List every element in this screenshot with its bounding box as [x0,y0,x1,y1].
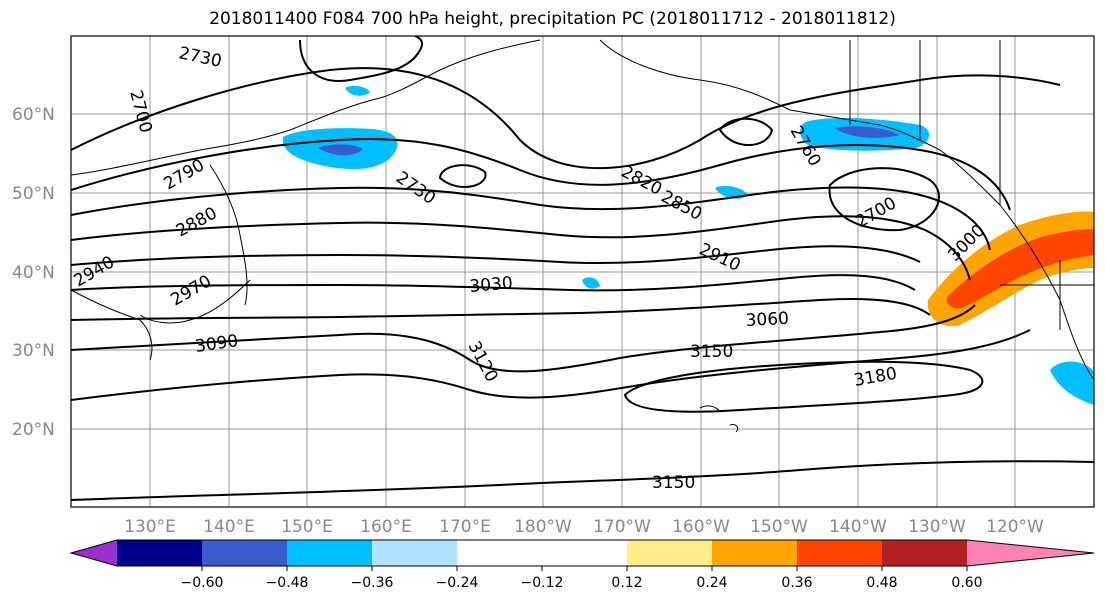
lon-label-130w: 130°W [908,517,966,537]
lon-label-170w: 170°W [593,517,651,537]
height-contours [71,36,1094,501]
cb-tick-label-4: −0.24 [436,575,479,591]
lon-label-120w: 120°W [986,517,1044,537]
lon-label-150w: 150°W [750,517,808,537]
precip-negative-kamchatka-core [318,144,363,156]
precip-negative-alaska-core [835,126,900,138]
cb-tick-label-3: −0.36 [351,575,394,591]
colorbar-bin-6 [542,540,627,566]
colorbar-tick-labels: −0.60 −0.48 −0.36 −0.24 −0.12 0.12 0.24 … [181,575,983,591]
cb-tick-label-5: −0.12 [521,575,564,591]
lon-label-160w: 160°W [672,517,730,537]
contour-label-3030: 3030 [469,273,514,297]
precip-negative-baja [1050,361,1094,405]
lon-label-160e: 160°E [360,517,412,537]
cb-tick-label-9: 0.48 [866,575,897,591]
colorbar-outline [69,539,1095,567]
colorbar-bin-1 [117,540,202,566]
colorbar-ticks [201,566,968,571]
lon-label-140w: 140°W [829,517,887,537]
lat-label-20n: 20°N [12,420,55,440]
cb-tick-label-6: 0.12 [611,575,642,591]
lon-labels: 130°E 140°E 150°E 160°E 170°E 180°W 170°… [124,517,1044,537]
map-border [70,35,1095,508]
lon-label-170e: 170°E [439,517,491,537]
precip-positive-westcoast-core [946,229,1094,309]
colorbar-bin-9 [797,540,882,566]
contour-label-3150b: 3150 [652,473,695,493]
lon-label-180w: 180°W [514,517,572,537]
precip-negative-small-1 [345,85,370,96]
colorbar-bin-2 [202,540,287,566]
lat-label-40n: 40°N [12,263,55,283]
map-title: 2018011400 F084 700 hPa height, precipit… [209,9,896,29]
precip-shading [282,85,1094,405]
colorbar-extend-high [967,540,1094,566]
lon-label-150e: 150°E [281,517,333,537]
contour-label-3060: 3060 [745,309,789,331]
contour-label-3150: 3150 [690,342,733,362]
colorbar-bin-10 [882,540,967,566]
precip-negative-small-3 [582,277,600,289]
colorbar-bin-5 [457,540,542,566]
colorbar-bin-3 [287,540,372,566]
cb-tick-label-7: 0.24 [696,575,727,591]
cb-tick-label-8: 0.36 [781,575,812,591]
colorbar-bin-7 [627,540,712,566]
lon-label-130e: 130°E [124,517,176,537]
cb-tick-label-1: −0.60 [181,575,224,591]
graticule [71,36,1094,507]
colorbar-extend-low [71,540,117,566]
colorbar-bin-8 [712,540,797,566]
lat-label-60n: 60°N [12,105,55,125]
colorbar [69,539,1095,567]
cb-tick-label-10: 0.60 [951,575,982,591]
lon-label-140e: 140°E [203,517,255,537]
colorbar-bin-4 [372,540,457,566]
lat-labels: 60°N 50°N 40°N 30°N 20°N [12,105,55,440]
lat-label-50n: 50°N [12,184,55,204]
lat-label-30n: 30°N [12,341,55,361]
cb-tick-label-2: −0.48 [266,575,309,591]
